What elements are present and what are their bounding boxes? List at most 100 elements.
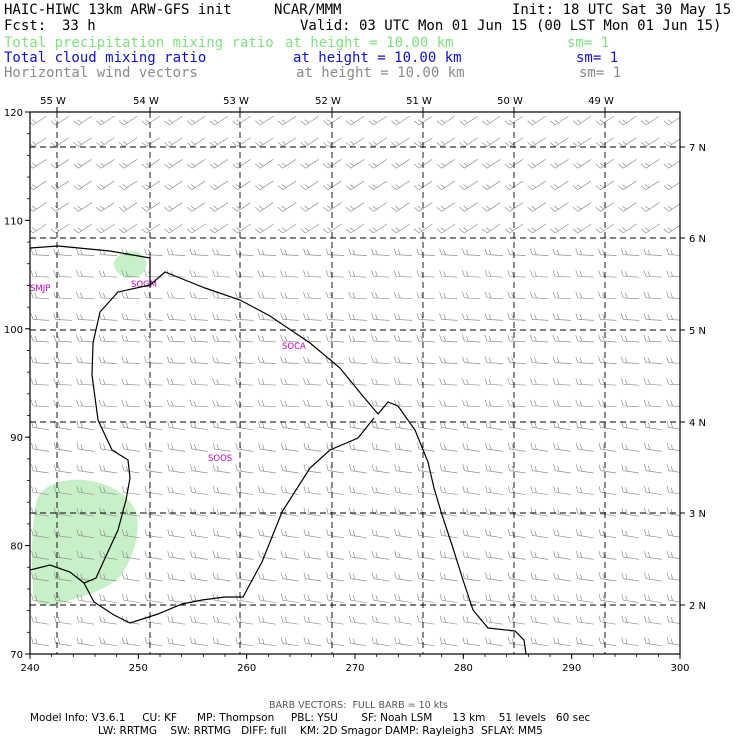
- wind-barb: [371, 615, 390, 625]
- wind-barb: [439, 399, 458, 408]
- wind-barb: [277, 115, 297, 126]
- wind-barb: [164, 202, 183, 212]
- wind-barb: [326, 550, 345, 560]
- wind-barb: [527, 180, 546, 191]
- wind-barb: [644, 550, 662, 560]
- wind-barb: [280, 464, 299, 474]
- wind-barb: [575, 593, 594, 603]
- wind-barb: [212, 378, 231, 386]
- wind-barb: [325, 334, 345, 343]
- valid-time: Valid: 03 UTC Mon 01 Jun 15 (00 LST Mon …: [300, 18, 722, 34]
- wind-barb: [394, 529, 413, 539]
- wind-barb: [621, 485, 640, 495]
- wind-barb: [371, 442, 390, 452]
- wind-barb: [209, 223, 229, 234]
- wind-barb: [121, 550, 140, 560]
- wind-barb: [99, 572, 118, 582]
- wind-barb: [393, 378, 413, 386]
- wind-barb: [99, 442, 118, 452]
- wind-barb: [550, 137, 569, 147]
- wind-barb: [326, 464, 345, 474]
- wind-barb: [394, 593, 413, 603]
- wind-barb: [484, 313, 504, 321]
- wind-barb: [620, 356, 640, 364]
- wind-barb: [371, 270, 390, 278]
- wind-barb: [232, 180, 251, 191]
- wind-barb: [76, 313, 95, 321]
- wind-barb: [368, 223, 388, 234]
- wind-barb: [255, 202, 274, 212]
- wind-barb: [98, 378, 118, 386]
- wind-barb: [30, 399, 50, 408]
- wind-barb: [553, 442, 572, 452]
- barb-legend-note: BARB VECTORS: FULL BARB = 10 kts: [269, 700, 448, 711]
- wind-barb: [76, 572, 95, 582]
- wind-barb: [621, 421, 640, 431]
- wind-barb: [76, 291, 95, 300]
- wind-barb: [439, 550, 458, 560]
- wind-barb: [325, 356, 345, 364]
- wind-barb-field: [30, 115, 680, 647]
- wind-barb: [186, 137, 206, 147]
- wind-barb: [167, 421, 186, 431]
- y-tick-label: 70: [10, 650, 23, 661]
- wind-barb: [485, 637, 503, 647]
- wind-barb: [666, 378, 680, 386]
- wind-barb: [53, 529, 72, 539]
- wind-barb: [595, 115, 615, 126]
- wind-barb: [552, 291, 572, 300]
- wind-barb: [98, 270, 118, 278]
- wind-barb: [530, 550, 549, 560]
- wind-barb: [50, 115, 70, 126]
- wind-barb: [255, 115, 274, 126]
- wind-barb: [530, 378, 549, 386]
- wind-barb: [371, 593, 390, 603]
- wind-barb: [300, 223, 319, 234]
- wind-barb: [413, 223, 433, 234]
- wind-barb: [644, 529, 662, 539]
- wind-barb: [186, 159, 206, 169]
- coastline-line: [30, 245, 527, 654]
- wind-barb: [552, 270, 572, 278]
- wind-barb: [280, 313, 299, 321]
- wind-barb: [144, 334, 163, 343]
- wind-barb: [303, 270, 322, 278]
- wind-barb: [167, 637, 186, 647]
- x-tick-label: 240: [20, 663, 39, 674]
- wind-barb: [666, 421, 680, 431]
- precip-field-height: at height = 10.00 km: [285, 35, 454, 51]
- x-tick-label: 260: [237, 663, 256, 674]
- wind-barb: [484, 270, 504, 278]
- wind-barb: [436, 202, 456, 212]
- wind-barb: [303, 442, 322, 452]
- wind-barb: [326, 572, 345, 582]
- wind-barb: [212, 572, 231, 582]
- wind-barb: [118, 223, 138, 234]
- wind-barb: [484, 356, 504, 364]
- wind-barb: [391, 180, 410, 191]
- wind-barb: [371, 572, 390, 582]
- wind-barb: [439, 334, 458, 343]
- wind-barb: [121, 593, 140, 603]
- wind-barb: [348, 399, 367, 408]
- wind-barb: [598, 615, 617, 625]
- wind-barb: [73, 180, 92, 191]
- x-tick-label: 290: [562, 663, 581, 674]
- wind-barb: [394, 572, 413, 582]
- wind-barb: [575, 270, 594, 278]
- wind-barb: [482, 180, 501, 191]
- wind-barb: [345, 137, 365, 147]
- wind-barb: [371, 334, 390, 343]
- wind-barb: [507, 356, 526, 364]
- wind-barb: [30, 270, 50, 278]
- wind-barb: [530, 442, 549, 452]
- wind-barb: [98, 356, 118, 364]
- wind-barb: [575, 615, 594, 625]
- wind-barb: [257, 313, 277, 321]
- wind-barb: [303, 637, 322, 647]
- wind-barb: [53, 421, 72, 431]
- wind-barb: [30, 202, 47, 212]
- wind-barb: [666, 550, 680, 560]
- wind-barb: [212, 313, 231, 321]
- wind-barb: [280, 356, 299, 364]
